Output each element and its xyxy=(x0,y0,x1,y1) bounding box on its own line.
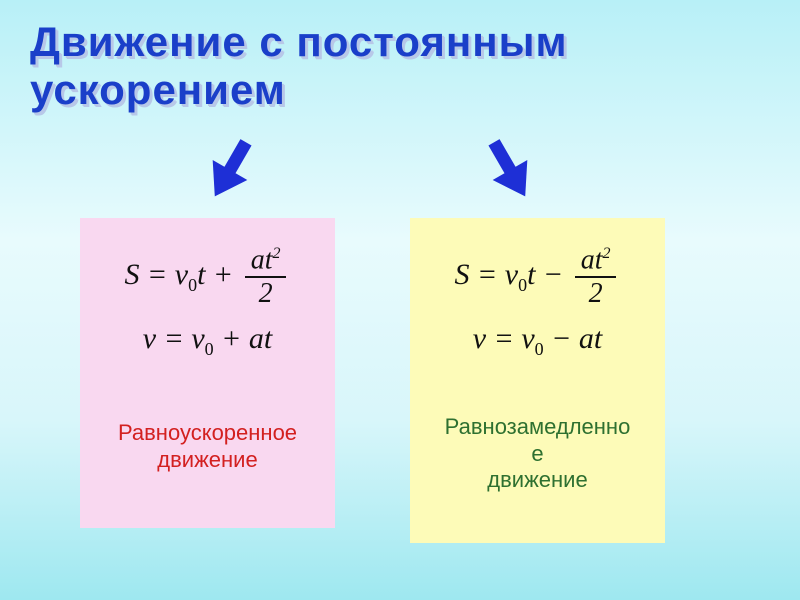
right-label: Равнозамедленно е движение xyxy=(425,414,650,493)
title-line1: Движение с постоянным xyxy=(30,18,568,65)
left-formula-1: S = v0t + at2 2 S = v0 t + (a t^2)/2 xyxy=(95,246,320,308)
left-label-line2: движение xyxy=(157,447,257,472)
right-formula-2: v = v0 − at v = v0 − at xyxy=(425,322,650,360)
right-label-line3: движение xyxy=(487,467,587,492)
left-formula-box: S = v0t + at2 2 S = v0 t + (a t^2)/2 v =… xyxy=(80,218,335,528)
right-formula-box: S = v0t − at2 2 S = v0 t − (a t^2)/2 v =… xyxy=(410,218,665,543)
arrow-left-icon xyxy=(190,130,270,210)
page-title: Движение с постоянным ускорением xyxy=(30,18,568,115)
left-formula-2: v = v0 + at v = v0 + at xyxy=(95,322,320,360)
arrow-right-icon xyxy=(470,130,550,210)
right-formula-1: S = v0t − at2 2 S = v0 t − (a t^2)/2 xyxy=(425,246,650,308)
right-label-line2: е xyxy=(531,441,543,466)
left-label: Равноускоренное движение xyxy=(95,420,320,473)
left-label-line1: Равноускоренное xyxy=(118,420,297,445)
title-line2: ускорением xyxy=(30,66,286,113)
right-label-line1: Равнозамедленно xyxy=(445,414,631,439)
